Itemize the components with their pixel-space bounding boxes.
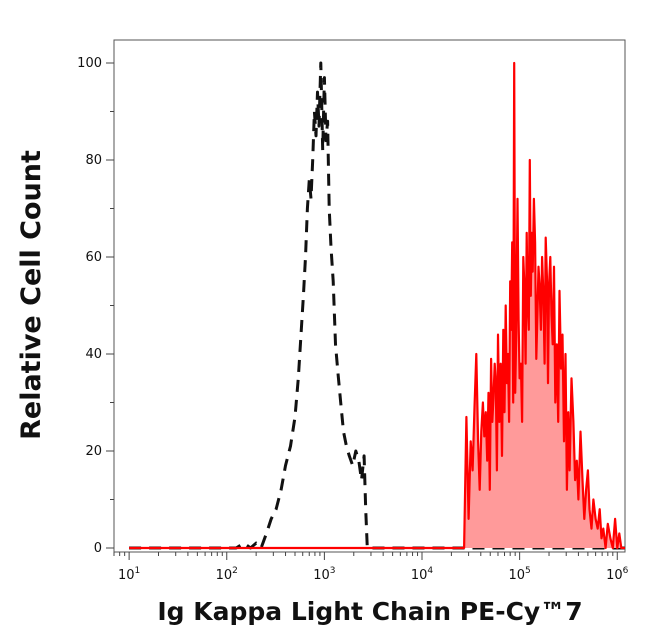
y-tick-label-2: 40 bbox=[85, 347, 102, 362]
series-0-line bbox=[129, 61, 625, 550]
x-tick-label-5: 106 bbox=[606, 566, 629, 583]
x-tick-label-1: 102 bbox=[216, 566, 238, 583]
y-tick-label-3: 60 bbox=[85, 250, 102, 265]
x-tick-label-0: 101 bbox=[118, 566, 140, 583]
y-tick-label-5: 100 bbox=[77, 56, 102, 71]
x-tick-label-2: 103 bbox=[313, 566, 335, 583]
series-layer bbox=[129, 61, 625, 550]
plot-frame bbox=[113, 39, 626, 553]
axes-layer: 0 20 40 60 80 100 101 102 103 104 105 106 bbox=[77, 56, 629, 583]
x-axis-title: Ig Kappa Light Chain PE-Cy™7 bbox=[157, 597, 582, 626]
x-tick-label-4: 105 bbox=[508, 566, 530, 583]
series-1-line bbox=[129, 61, 625, 550]
y-tick-label-1: 20 bbox=[85, 444, 102, 459]
x-tick-label-3: 104 bbox=[411, 566, 434, 583]
y-tick-label-0: 0 bbox=[94, 541, 102, 556]
y-axis-title: Relative Cell Count bbox=[16, 150, 47, 440]
y-tick-label-4: 80 bbox=[85, 153, 102, 168]
